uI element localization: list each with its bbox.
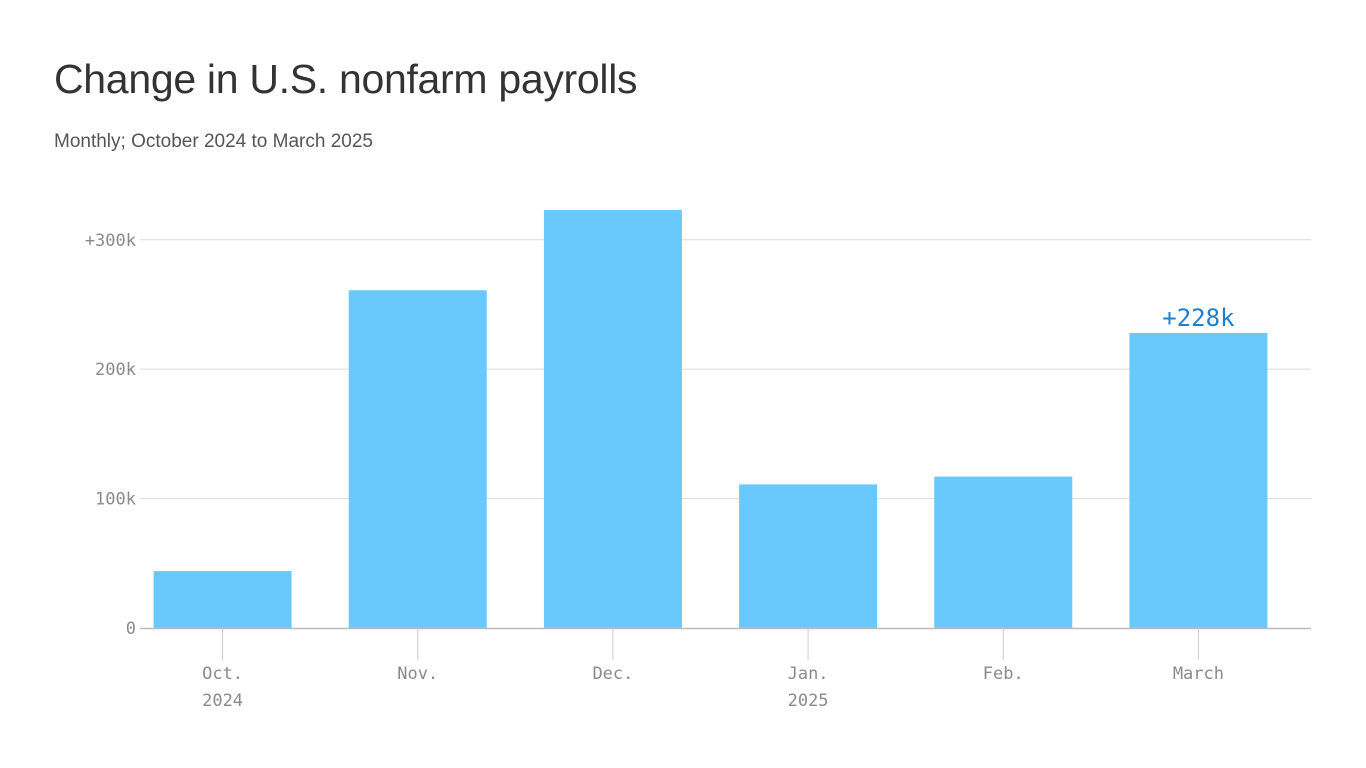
x-tick-label: Nov.: [397, 664, 438, 684]
bar: [1129, 332, 1268, 628]
x-year-label: 2025: [788, 691, 829, 711]
y-tick-label: 0: [126, 619, 136, 639]
x-year-label: 2024: [202, 691, 243, 711]
bar: [543, 210, 682, 628]
y-tick-label: 200k: [95, 360, 136, 380]
bar: [348, 290, 487, 628]
x-tick-label: Feb.: [983, 664, 1024, 684]
bars: [153, 210, 1268, 628]
data-label: +228k: [1162, 304, 1235, 332]
x-axis: [140, 627, 1311, 660]
x-tick-label: Dec.: [592, 664, 633, 684]
gridlines: [140, 239, 1311, 500]
x-tick-label: Oct.: [202, 664, 243, 684]
bar: [934, 476, 1073, 628]
chart-subtitle: Monthly; October 2024 to March 2025: [54, 131, 373, 152]
labels: 0 100k 200k +300k Oct. 2024 Nov. Dec. Jan. 2025 Fe…: [85, 231, 1235, 711]
x-tick-label: Jan.: [788, 664, 829, 684]
x-tick-label: March: [1173, 664, 1224, 684]
bar: [739, 484, 878, 628]
bar: [153, 571, 292, 628]
y-tick-label: +300k: [85, 231, 136, 251]
chart-title: Change in U.S. nonfarm payrolls: [54, 56, 638, 102]
y-tick-label: 100k: [95, 490, 136, 510]
